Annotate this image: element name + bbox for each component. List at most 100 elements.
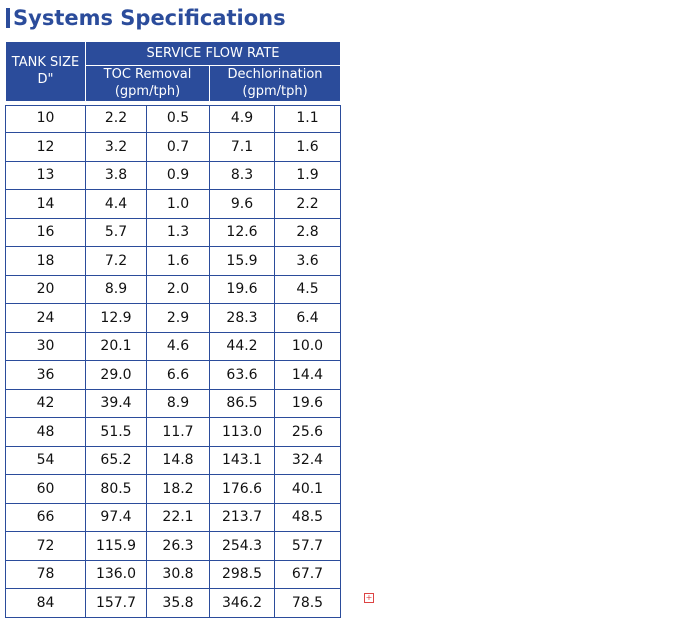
table-row: 10 2.2 0.5 4.9 1.1 [5,100,342,133]
table-row: 60 80.5 18.2 176.6 40.1 [5,474,342,504]
flow-rate-cell: 20.1 [85,331,147,361]
flow-rate-cell: 115.9 [85,531,147,561]
flow-rate-cell: 4.6 [146,331,210,361]
flow-rate-cell: 4.5 [273,274,342,304]
group-header: SERVICE FLOW RATE [84,41,342,66]
broken-image-icon: + [364,593,374,603]
title: Systems Specifications [6,4,286,32]
flow-rate-cell: 67.7 [273,559,342,589]
flow-rate-cell: 8.9 [146,388,210,418]
flow-rate-cell: 2.2 [273,189,342,219]
flow-rate-cell: 44.2 [209,331,275,361]
header-line: Dechlorination [227,67,323,83]
flow-rate-cell: 57.7 [273,531,342,561]
table-row: 66 97.4 22.1 213.7 48.5 [5,502,342,532]
flow-rate-cell: 39.4 [85,388,147,418]
flow-rate-cell: 1.6 [273,132,342,162]
flow-rate-cell: 40.1 [273,474,342,504]
flow-rate-cell: 18.2 [146,474,210,504]
flow-rate-cell: 157.7 [85,588,147,618]
table-row: 48 51.5 11.7 113.0 25.6 [5,417,342,447]
flow-rate-cell: 1.1 [273,100,342,133]
flow-rate-cell: 2.8 [273,217,342,247]
table-row: 20 8.9 2.0 19.6 4.5 [5,274,342,304]
tank-size-cell: 10 [5,100,86,133]
tank-size-cell: 24 [5,303,86,333]
flow-rate-cell: 10.0 [273,331,342,361]
flow-rate-cell: 2.0 [146,274,210,304]
flow-rate-cell: 14.8 [146,445,210,475]
tank-size-cell: 16 [5,217,86,247]
flow-rate-cell: 11.7 [146,417,210,447]
tank-size-cell: 78 [5,559,86,589]
tank-size-cell: 48 [5,417,86,447]
sub-header: Dechlorination (gpm/tph) [208,65,342,103]
flow-rate-cell: 5.7 [85,217,147,247]
tank-size-cell: 36 [5,360,86,390]
flow-rate-cell: 26.3 [146,531,210,561]
tank-size-cell: 84 [5,588,86,618]
flow-rate-cell: 19.6 [273,388,342,418]
header-line: (gpm/tph) [242,84,308,100]
sub-header: TOC Removal (gpm/tph) [85,65,210,103]
flow-rate-cell: 0.7 [146,132,210,162]
flow-rate-cell: 136.0 [85,559,147,589]
flow-rate-cell: 12.6 [209,217,275,247]
flow-rate-cell: 4.9 [209,100,275,133]
flow-rate-cell: 15.9 [209,246,275,276]
flow-rate-cell: 3.6 [273,246,342,276]
table-row: 36 29.0 6.6 63.6 14.4 [5,360,342,390]
flow-rate-cell: 346.2 [209,588,275,618]
flow-rate-cell: 254.3 [209,531,275,561]
flow-rate-cell: 29.0 [85,360,147,390]
table-row: 72 115.9 26.3 254.3 57.7 [5,531,342,561]
flow-rate-cell: 7.2 [85,246,147,276]
flow-rate-cell: 63.6 [209,360,275,390]
flow-rate-cell: 32.4 [273,445,342,475]
header-line: TOC Removal [103,67,192,83]
flow-rate-cell: 1.9 [273,160,342,190]
flow-rate-cell: 298.5 [209,559,275,589]
flow-rate-cell: 25.6 [273,417,342,447]
table-row: 12 3.2 0.7 7.1 1.6 [5,132,342,162]
tank-size-cell: 14 [5,189,86,219]
table-row: 78 136.0 30.8 298.5 67.7 [5,559,342,589]
flow-rate-cell: 19.6 [209,274,275,304]
flow-rate-cell: 28.3 [209,303,275,333]
flow-rate-cell: 78.5 [273,588,342,618]
flow-rate-cell: 113.0 [209,417,275,447]
flow-rate-cell: 6.4 [273,303,342,333]
flow-rate-cell: 0.9 [146,160,210,190]
flow-rate-cell: 3.8 [85,160,147,190]
tank-size-cell: 30 [5,331,86,361]
flow-rate-cell: 14.4 [273,360,342,390]
flow-rate-cell: 12.9 [85,303,147,333]
tank-size-cell: 20 [5,274,86,304]
flow-rate-cell: 48.5 [273,502,342,532]
tank-size-cell: 60 [5,474,86,504]
flow-rate-cell: 30.8 [146,559,210,589]
flow-rate-cell: 7.1 [209,132,275,162]
flow-rate-cell: 213.7 [209,502,275,532]
flow-rate-cell: 1.3 [146,217,210,247]
flow-rate-cell: 0.5 [146,100,210,133]
table-row: 16 5.7 1.3 12.6 2.8 [5,217,342,247]
flow-rate-cell: 8.9 [85,274,147,304]
header-line: D" [37,72,54,88]
flow-rate-cell: 1.0 [146,189,210,219]
table-row: 54 65.2 14.8 143.1 32.4 [5,445,342,475]
tank-size-cell: 13 [5,160,86,190]
flow-rate-cell: 6.6 [146,360,210,390]
flow-rate-cell: 4.4 [85,189,147,219]
flow-rate-cell: 80.5 [85,474,147,504]
flow-rate-cell: 35.8 [146,588,210,618]
flow-rate-cell: 8.3 [209,160,275,190]
table-row: 84 157.7 35.8 346.2 78.5 [5,588,342,618]
table-row: 13 3.8 0.9 8.3 1.9 [5,160,342,190]
tank-size-header: TANK SIZE D" [5,41,86,103]
table-row: 14 4.4 1.0 9.6 2.2 [5,189,342,219]
table-row: 30 20.1 4.6 44.2 10.0 [5,331,342,361]
table-row: 24 12.9 2.9 28.3 6.4 [5,303,342,333]
